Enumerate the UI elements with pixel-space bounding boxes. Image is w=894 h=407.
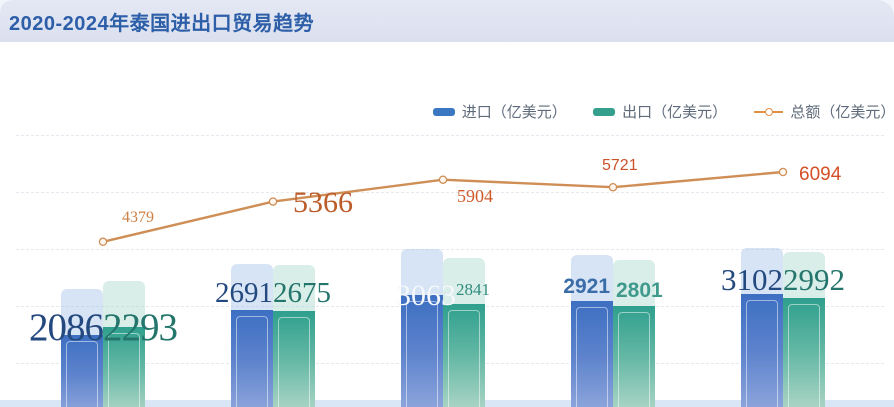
total-point-2021[interactable] [268,197,278,206]
gridline [16,249,884,250]
bar-gloss [746,300,778,407]
total-value-label-2020: 4379 [122,208,154,226]
bar-value-labels-2023: 2921 2801 [563,275,662,301]
bar-import-2023[interactable] [571,301,613,407]
line-dot-swatch-icon [753,107,784,116]
bar-import-2020[interactable] [61,335,103,407]
legend-item-total[interactable]: 总额（亿美元） [753,101,894,122]
bar-export-2024[interactable] [783,298,825,407]
bar-export-2021[interactable] [273,311,315,407]
bar-export-2020[interactable] [103,327,145,407]
bar-gloss [618,312,650,407]
total-value-label-2023: 5721 [602,157,638,175]
total-value-label-2022: 5904 [457,185,493,206]
import-value-label: 2691 [215,277,273,309]
legend-label: 总额（亿美元） [790,104,894,121]
import-value-label: 3102 [721,262,783,297]
total-value-label-2024: 6094 [799,164,842,185]
bar-gloss [788,304,820,407]
bar-gloss [66,341,98,407]
bar-export-2023[interactable] [613,306,655,407]
bar-value-labels-2022: 3063 2841 [396,281,490,311]
total-point-2020[interactable] [98,237,108,247]
gridline [16,135,884,136]
export-value-label: 2801 [616,279,663,302]
bar-value-labels-2020: 2086 2293 [29,306,178,349]
bar-import-2021[interactable] [231,310,273,407]
export-value-label: 2293 [103,306,178,349]
legend: 进口（亿美元） 出口（亿美元） 总额（亿美元） [433,101,894,122]
total-point-2022[interactable] [438,175,448,184]
total-value-label-2021: 5366 [293,185,353,219]
export-value-label: 2675 [273,277,331,309]
bar-gloss [406,301,438,407]
total-point-2024[interactable] [778,167,788,177]
export-value-label: 2841 [456,280,490,299]
legend-item-import[interactable]: 进口（亿美元） [433,101,567,122]
bar-gloss [448,310,480,407]
export-value-label: 2992 [783,262,845,297]
import-value-label: 2086 [29,306,104,349]
legend-label: 出口（亿美元） [622,104,728,121]
import-value-label: 2921 [563,275,610,298]
bar-gloss [108,333,140,407]
import-value-label: 3063 [396,279,456,312]
bar-gloss [236,316,268,407]
legend-item-export[interactable]: 出口（亿美元） [593,101,728,122]
bar-import-2024[interactable] [741,294,783,407]
legend-label: 进口（亿美元） [461,104,567,121]
bar-gloss [278,317,310,407]
gridline [16,192,884,193]
export-bar-swatch-icon [593,107,616,116]
chart-panel: 进口（亿美元） 出口（亿美元） 总额（亿美元） 2086 2293 2691 2675… [0,42,894,407]
total-point-2023[interactable] [608,182,618,192]
import-bar-swatch-icon [433,107,455,116]
bar-value-labels-2021: 2691 2675 [215,279,331,308]
bar-import-2022[interactable] [401,295,443,407]
bar-gloss [576,307,608,407]
bar-value-labels-2024: 3102 2992 [721,264,845,295]
widget-header: 2020-2024年泰国进出口贸易趋势 [0,0,894,42]
bar-export-2022[interactable] [443,304,485,407]
page-title: 2020-2024年泰国进出口贸易趋势 [9,12,315,35]
